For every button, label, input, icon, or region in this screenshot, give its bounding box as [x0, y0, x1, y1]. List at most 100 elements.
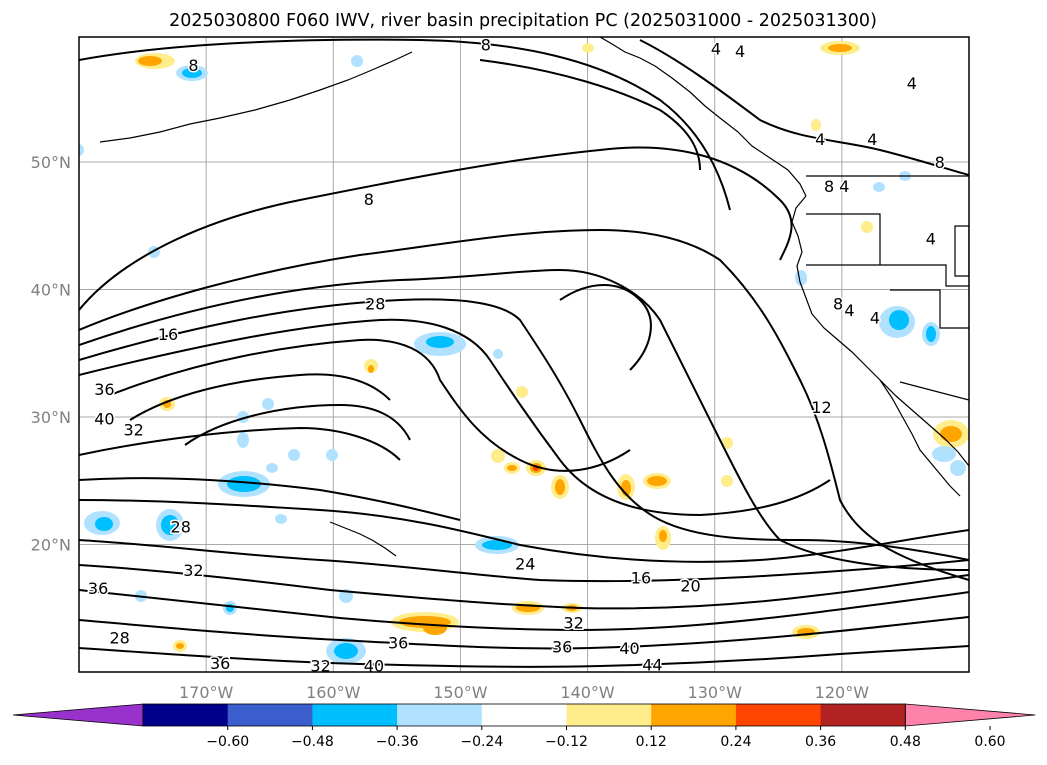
alaska-coast: [599, 37, 807, 197]
iwv-contour-label: 4: [870, 309, 880, 328]
longitude-tick-label: 140°W: [560, 683, 615, 702]
iwv-contour-label: 4: [907, 74, 917, 93]
colorbar-segment: [566, 704, 652, 726]
iwv-contour-label: 4: [839, 177, 849, 196]
iwv-contour-24: [79, 318, 831, 516]
iwv-contour-south-3: [79, 564, 969, 610]
us-state-line-3: [890, 289, 969, 329]
iwv-contour-south-1: [79, 499, 969, 563]
latitude-tick-label: 40°N: [31, 280, 71, 299]
us-state-line-4: [954, 225, 969, 277]
colorbar-segment: [227, 704, 313, 726]
colorbar-segment: [820, 704, 906, 726]
iwv-contour-40: [79, 477, 461, 521]
iwv-contour-label: 28: [171, 518, 191, 537]
iwv-contour-label: 36: [94, 380, 114, 399]
map-title: 2025030800 F060 IWV, river basin precipi…: [169, 11, 877, 31]
mexico-border: [899, 381, 969, 401]
iwv-contour-label: 40: [94, 409, 114, 428]
iwv-contour-label: 4: [711, 39, 721, 58]
hawaii-islands: [329, 521, 397, 557]
iwv-contour-8: [79, 146, 793, 311]
iwv-contour-label: 32: [310, 657, 330, 676]
iwv-contour-4: [639, 39, 969, 176]
iwv-contour-28: [109, 338, 631, 472]
iwv-contour-label: 16: [158, 325, 178, 344]
iwv-contour-inner-loop: [559, 284, 652, 371]
iwv-contour-label: 4: [735, 42, 745, 61]
colorbar-tick-label: 0.48: [890, 734, 921, 750]
colorbar-segment: [397, 704, 483, 726]
iwv-contour-label: 36: [552, 637, 572, 656]
iwv-contour-32: [129, 373, 391, 421]
longitude-tick-label: 160°W: [306, 683, 361, 702]
iwv-contour-label: 4: [867, 130, 877, 149]
iwv-contour-south-4: [79, 589, 969, 631]
colorbar-extend-low: [12, 703, 144, 727]
iwv-contour-south-6: [79, 645, 969, 668]
negative-anomaly-blobs: [79, 55, 966, 664]
colorbar-tick-label: 0.24: [720, 734, 751, 750]
map-background: [79, 37, 969, 672]
colorbar-tick-label: −0.60: [206, 734, 249, 750]
north-america-west-coast: [791, 195, 969, 467]
us-state-line-1: [806, 213, 881, 265]
colorbar-segment: [481, 704, 567, 726]
longitude-tick-label: 120°W: [815, 683, 870, 702]
iwv-contour-label: 28: [365, 294, 385, 313]
iwv-contour-label: 8: [833, 294, 843, 313]
iwv-contour-label: 32: [563, 613, 583, 632]
colorbar-tick-label: 0.36: [805, 734, 836, 750]
iwv-contours: [79, 38, 969, 668]
longitude-tick-label: 150°W: [433, 683, 488, 702]
longitude-labels: 170°W 160°W 150°W 140°W 130°W 120°W: [179, 683, 869, 702]
colorbar-tick-label: 0.60: [974, 734, 1005, 750]
iwv-contour-label: 16: [631, 569, 651, 588]
latitude-labels: 50°N 40°N 30°N 20°N: [31, 153, 71, 555]
colorbar-extend-high: [904, 703, 1036, 727]
map-frame: [78, 36, 970, 673]
coastlines: [99, 37, 969, 557]
latitude-tick-label: 20°N: [31, 535, 71, 554]
iwv-contour-label: 4: [926, 229, 936, 248]
colorbar-segment: [312, 704, 398, 726]
gridlines: [79, 37, 969, 672]
iwv-contour-label: 24: [515, 555, 535, 574]
iwv-contour-20: [79, 298, 969, 561]
iwv-contour-label: 8: [824, 177, 834, 196]
iwv-contour-label: 32: [123, 421, 143, 440]
latitude-tick-label: 50°N: [31, 153, 71, 172]
colorbar-segment: [143, 704, 229, 726]
iwv-contour-36: [79, 427, 401, 461]
iwv-contour-label: 36: [88, 579, 108, 598]
iwv-contour-south-5: [79, 616, 969, 650]
colorbar-segment: [651, 704, 737, 726]
baja-california: [879, 379, 961, 497]
colorbar-tick-labels: −0.60 −0.48 −0.36 −0.24 −0.12 0.12 0.24 0.36 0.4…: [206, 726, 1006, 750]
iwv-contour-label: 32: [183, 561, 203, 580]
colorbar-tick-label: −0.36: [376, 734, 419, 750]
iwv-contour-label: 4: [815, 130, 825, 149]
colorbar-tick-label: −0.24: [460, 734, 503, 750]
iwv-contour-8-north: [79, 38, 731, 211]
iwv-contour-label: 44: [642, 655, 662, 674]
colorbar-tick-label: −0.12: [545, 734, 588, 750]
colorbar-segment: [735, 704, 822, 726]
colorbar-tick-label: −0.48: [291, 734, 334, 750]
iwv-contour-label: 8: [364, 190, 374, 209]
colorbar-tick-label: 0.12: [636, 734, 667, 750]
iwv-contour-gulf: [479, 59, 701, 171]
iwv-contour-28-inner: [184, 404, 411, 446]
iwv-contour-label: 40: [619, 639, 639, 658]
iwv-contour-label: 20: [680, 576, 700, 595]
colorbar-segments: [12, 703, 1036, 727]
colorbar: −0.60 −0.48 −0.36 −0.24 −0.12 0.12 0.24 0.36 0.4…: [12, 703, 1036, 750]
iwv-contour-label: 40: [364, 657, 384, 676]
iwv-contour-label: 8: [481, 36, 491, 55]
iwv-contour-label: 8: [188, 56, 198, 75]
latitude-tick-label: 30°N: [31, 408, 71, 427]
